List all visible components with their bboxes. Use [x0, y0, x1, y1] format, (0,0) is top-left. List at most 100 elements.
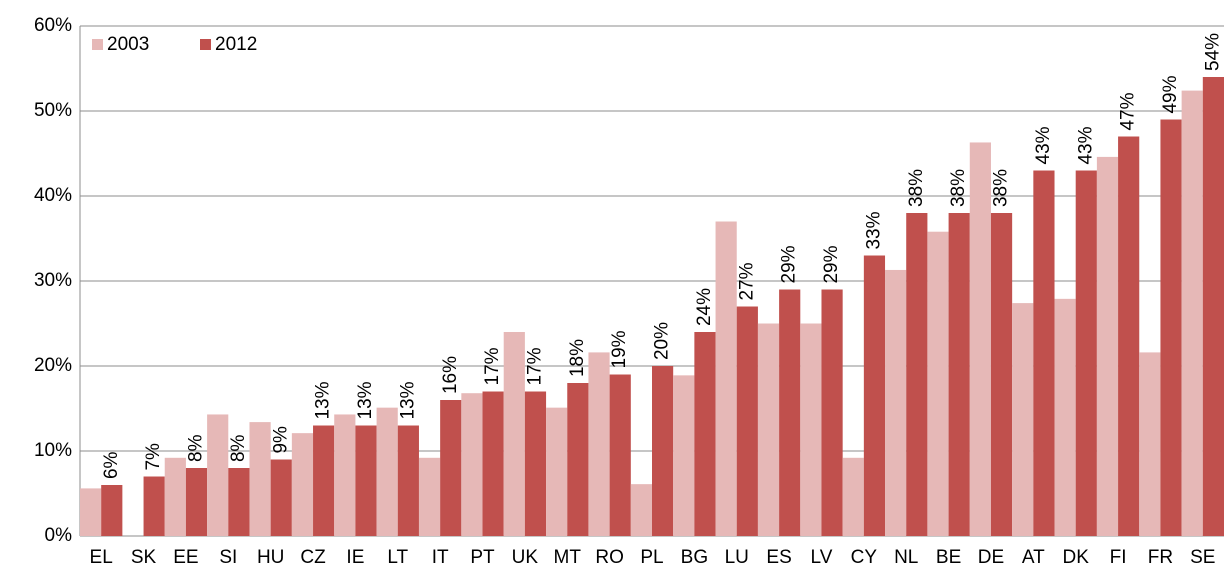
- legend-label: 2012: [215, 34, 257, 55]
- bar: [694, 332, 716, 536]
- x-tick-label: CZ: [300, 547, 326, 568]
- bar: [652, 366, 674, 536]
- x-tick-label: HU: [257, 547, 284, 568]
- bar: [164, 457, 186, 536]
- bar: [906, 213, 928, 536]
- bar: [736, 306, 758, 536]
- value-label: 49%: [1160, 75, 1181, 113]
- x-tick-label: LT: [387, 547, 408, 568]
- bar: [397, 425, 419, 536]
- y-tick-label: 50%: [34, 100, 72, 121]
- bar: [207, 414, 229, 536]
- bar: [482, 391, 504, 536]
- value-label: 17%: [482, 347, 503, 385]
- bar: [1202, 77, 1224, 536]
- bar: [461, 393, 483, 536]
- value-label: 6%: [101, 451, 122, 479]
- bar: [863, 255, 886, 536]
- value-label: 47%: [1118, 92, 1139, 130]
- value-label: 43%: [1033, 126, 1054, 164]
- bar: [1181, 90, 1203, 536]
- value-label: 38%: [906, 169, 927, 207]
- y-tick-label: 0%: [45, 525, 73, 546]
- bar: [673, 375, 695, 536]
- bar: [334, 414, 356, 536]
- x-tick-label: PL: [640, 547, 663, 568]
- bar: [143, 476, 165, 536]
- x-tick-label: PT: [470, 547, 495, 568]
- value-label: 33%: [863, 211, 884, 249]
- bar: [1096, 156, 1119, 536]
- value-label: 38%: [948, 169, 969, 207]
- bar: [503, 332, 525, 536]
- y-tick-label: 30%: [34, 270, 72, 291]
- x-tick-label: IT: [432, 547, 449, 568]
- value-label: 20%: [652, 322, 673, 360]
- bar: [588, 352, 610, 536]
- bar: [524, 391, 547, 536]
- bar: [1012, 303, 1034, 536]
- bar: [630, 484, 652, 536]
- x-tick-label: DK: [1063, 547, 1090, 568]
- value-label: 9%: [270, 426, 291, 454]
- bar: [842, 457, 864, 536]
- bar: [249, 422, 271, 536]
- x-tick-label: MT: [554, 547, 582, 568]
- x-tick-label: RO: [595, 547, 624, 568]
- bar: [969, 142, 991, 536]
- bar: [821, 289, 843, 536]
- x-tick-label: NL: [894, 547, 918, 568]
- y-tick-label: 60%: [34, 15, 72, 36]
- bar: [1118, 136, 1140, 536]
- x-tick-label: LU: [725, 547, 749, 568]
- value-label: 38%: [991, 169, 1012, 207]
- bar: [1033, 170, 1055, 536]
- y-tick-label: 20%: [34, 355, 72, 376]
- bar: [1075, 170, 1097, 536]
- bar: [291, 433, 314, 536]
- value-label: 17%: [524, 347, 545, 385]
- bar: [440, 400, 462, 536]
- bar: [80, 488, 102, 536]
- bar: [101, 485, 123, 536]
- bar: [990, 213, 1013, 536]
- x-tick-label: BG: [681, 547, 708, 568]
- x-tick-label: SI: [219, 547, 237, 568]
- x-tick-label: LV: [811, 547, 833, 568]
- x-tick-label: SK: [131, 547, 157, 568]
- bar: [313, 425, 335, 536]
- legend-swatch: [92, 39, 103, 50]
- x-tick-label: FR: [1148, 547, 1173, 568]
- bar: [1139, 352, 1161, 536]
- x-tick-label: UK: [512, 547, 539, 568]
- y-tick-label: 10%: [34, 440, 72, 461]
- x-tick-label: SE: [1190, 547, 1215, 568]
- bar: [757, 323, 780, 536]
- bar: [418, 457, 441, 536]
- bar: [355, 425, 377, 536]
- bar: [779, 289, 801, 536]
- x-tick-label: EL: [90, 547, 113, 568]
- bar: [715, 221, 737, 536]
- y-tick-label: 40%: [34, 185, 72, 206]
- value-label: 24%: [694, 288, 715, 326]
- bar: [1054, 298, 1076, 536]
- value-label: 13%: [397, 381, 418, 419]
- x-tick-label: DE: [978, 547, 1004, 568]
- value-label: 29%: [779, 245, 800, 283]
- x-tick-label: FI: [1110, 547, 1127, 568]
- bar: [270, 459, 292, 536]
- value-label: 19%: [609, 330, 630, 368]
- bar: [185, 468, 208, 536]
- value-label: 18%: [567, 339, 588, 377]
- x-tick-label: AT: [1022, 547, 1045, 568]
- value-label: 8%: [228, 434, 249, 462]
- bar: [546, 407, 568, 536]
- value-label: 7%: [143, 443, 164, 471]
- bar: [1160, 119, 1182, 536]
- value-label: 54%: [1202, 33, 1223, 71]
- bar: [927, 231, 949, 536]
- value-label: 13%: [313, 381, 334, 419]
- x-tick-label: CY: [851, 547, 878, 568]
